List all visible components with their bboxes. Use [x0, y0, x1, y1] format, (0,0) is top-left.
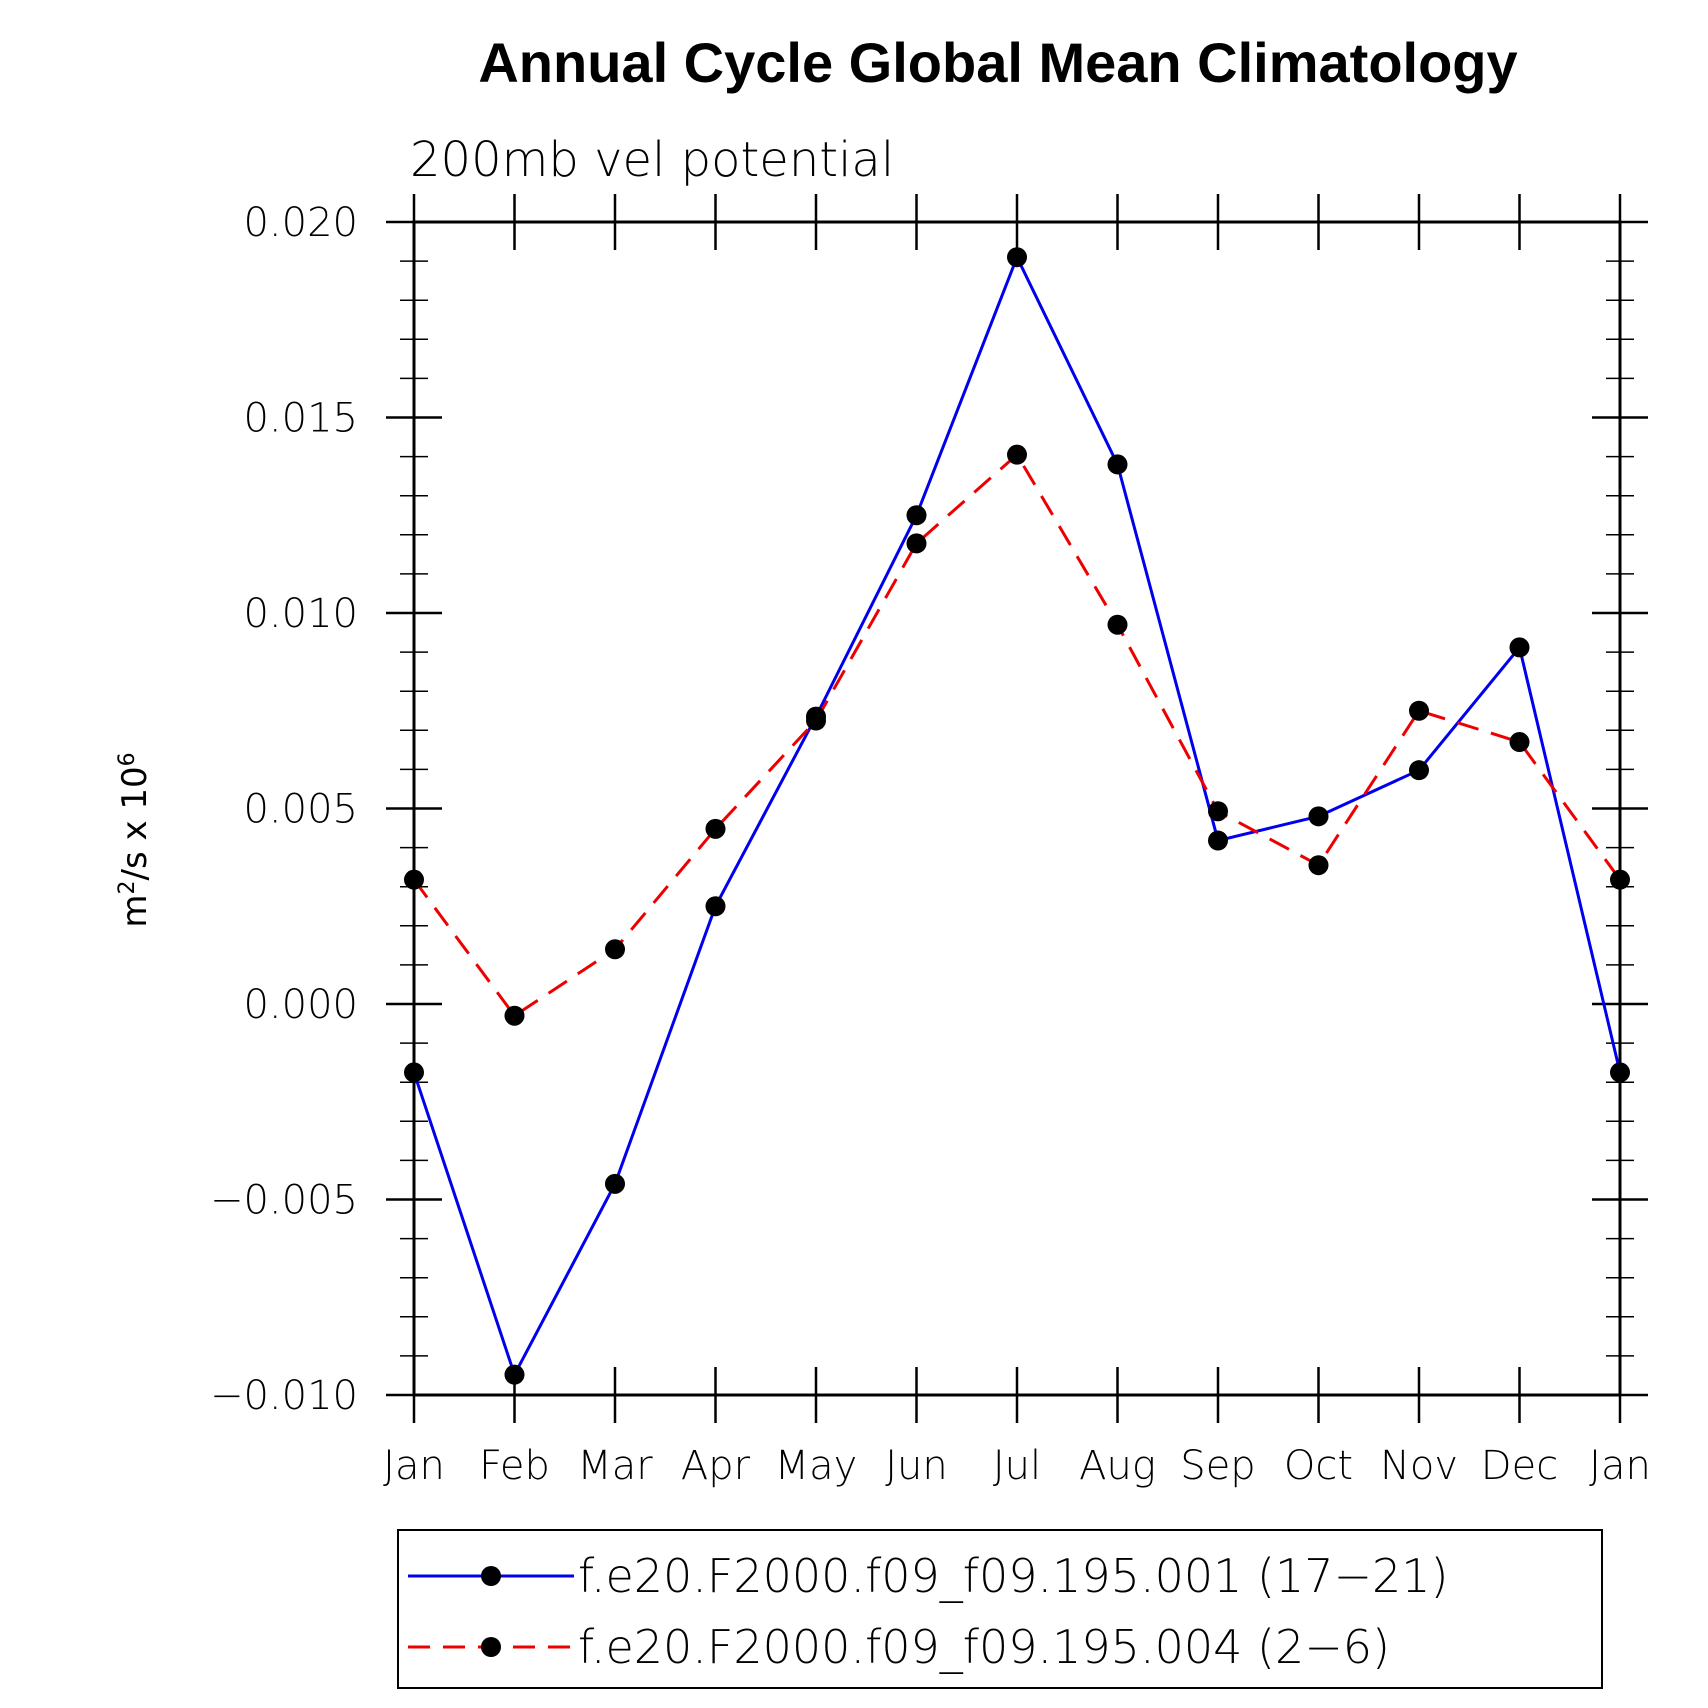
axis-ticks [386, 194, 1648, 1423]
ylabel-mid: /s x 10 [115, 766, 155, 880]
y-tick-label: 0.015 [243, 396, 358, 442]
series-1-point [504, 1364, 525, 1385]
series-1-point [1107, 454, 1128, 475]
x-tick-labels: Jan Feb Mar Apr May Jun Jul Aug Sep Oct Nov Dec Jan [383, 1443, 1651, 1489]
x-tick-label: Oct [1284, 1443, 1353, 1489]
x-tick-label: Jan [383, 1443, 445, 1489]
y-tick-labels: −0.010 −0.005 0.000 0.005 0.010 0.015 0.020 [210, 200, 358, 1419]
y-axis-label: m2/s x 106 [115, 752, 156, 927]
chart-title: Annual Cycle Global Mean Climatology [478, 31, 1517, 94]
plot-frame [412, 220, 1622, 1397]
series-2-point [1208, 801, 1228, 822]
series-1-point [1208, 830, 1228, 851]
y-tick-label: 0.010 [243, 591, 358, 637]
series-1-point [1308, 806, 1329, 827]
series-lines [412, 253, 1622, 1379]
series-1-point [404, 1062, 424, 1083]
x-tick-label: Nov [1380, 1443, 1458, 1489]
legend-marker-series-1 [481, 1566, 501, 1586]
series-line-2 [412, 452, 1622, 1018]
legend-marker-series-2 [481, 1637, 501, 1657]
series-2-point [806, 710, 826, 731]
series-2-point [1007, 444, 1027, 465]
series-2-point [906, 533, 927, 554]
x-tick-label: Aug [1079, 1443, 1156, 1489]
series-2-point [1409, 700, 1429, 721]
series-1-point [605, 1173, 625, 1194]
series-markers [404, 247, 1630, 1385]
series-2-point [705, 818, 726, 839]
x-tick-label: Jun [885, 1443, 948, 1489]
x-tick-label: Mar [577, 1443, 653, 1489]
ylabel-sup2: 6 [115, 752, 140, 766]
x-tick-label: Jan [1589, 1443, 1651, 1489]
x-tick-label: Dec [1481, 1443, 1558, 1489]
y-tick-label: −0.010 [210, 1373, 358, 1419]
x-tick-label: May [775, 1443, 858, 1489]
series-1-point [1007, 247, 1027, 268]
x-tick-label: Apr [681, 1443, 751, 1489]
chart-subtitle: 200mb vel potential [410, 132, 894, 188]
series-1-point [1409, 760, 1429, 781]
legend: f.e20.F2000.f09_f09.195.001 (17−21) f.e2… [397, 1529, 1603, 1689]
legend-label-series-2: f.e20.F2000.f09_f09.195.004 (2−6) [578, 1620, 1390, 1674]
ylabel-sup1: 2 [115, 881, 140, 895]
series-line-1 [412, 253, 1622, 1379]
x-tick-label: Feb [479, 1443, 550, 1489]
x-tick-label: Sep [1180, 1443, 1255, 1489]
x-tick-label: Jul [993, 1443, 1041, 1489]
legend-label-series-1: f.e20.F2000.f09_f09.195.001 (17−21) [578, 1549, 1449, 1603]
ylabel-base: m [115, 895, 155, 928]
series-2-point [1308, 855, 1329, 876]
series-1-point [1509, 637, 1530, 658]
y-tick-label: 0.005 [243, 787, 358, 833]
series-1-point [705, 896, 726, 917]
series-2-point [1509, 732, 1530, 753]
legend-box [397, 1529, 1603, 1689]
series-2-point [504, 1005, 525, 1026]
y-tick-label: 0.020 [243, 200, 358, 246]
y-tick-label: 0.000 [243, 982, 358, 1028]
series-1-point [906, 505, 927, 526]
series-2-point [404, 869, 424, 890]
series-1-point [1610, 1062, 1630, 1083]
y-tick-label: −0.005 [210, 1178, 358, 1224]
series-2-point [1107, 614, 1128, 635]
series-2-point [605, 939, 625, 960]
series-2-point [1610, 869, 1630, 890]
